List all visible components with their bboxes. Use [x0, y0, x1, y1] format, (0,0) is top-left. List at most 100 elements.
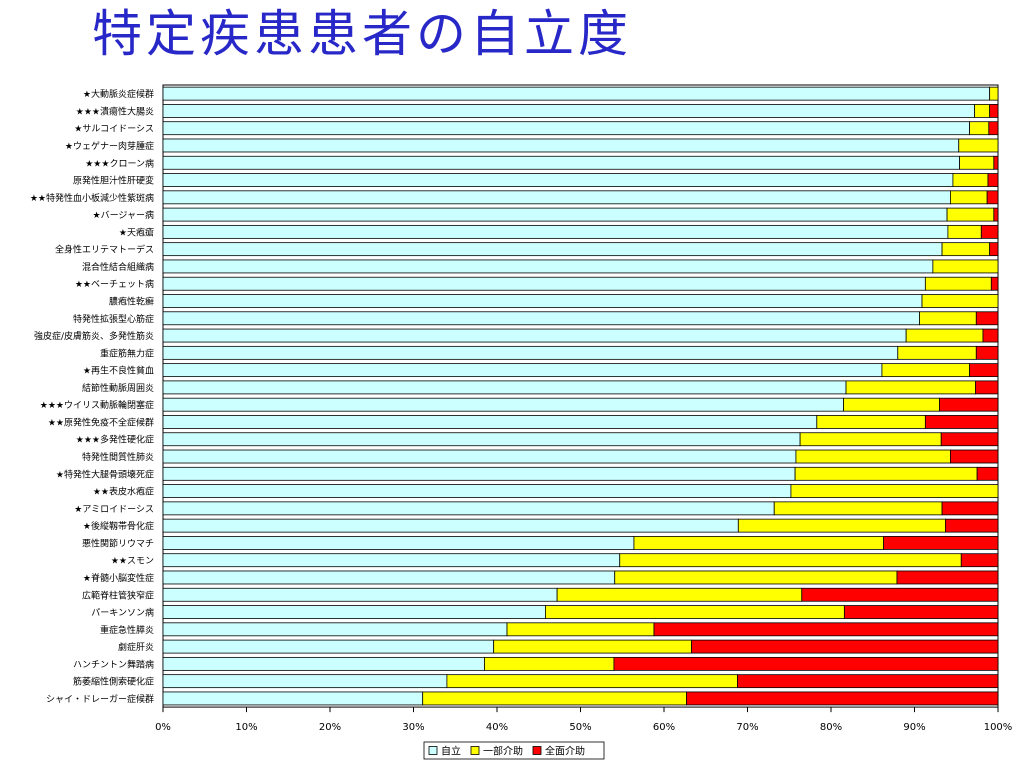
bar-segment-4-1 — [959, 155, 995, 170]
bar-segment-34-1 — [446, 674, 738, 689]
bar-segment-33-2 — [613, 656, 999, 671]
category-label: シャイ・ドレーガー症候群 — [46, 693, 154, 705]
legend-swatch-0 — [428, 746, 438, 755]
category-label: ★再生不良性貧血 — [83, 365, 154, 377]
bar-segment-2-2 — [988, 121, 999, 136]
category-label: ★サルコイドーシス — [74, 124, 154, 135]
bar-segment-24-2 — [941, 501, 999, 516]
category-label: ★★スモン — [111, 557, 154, 567]
legend-label-1: 一部介助 — [483, 745, 523, 758]
category-label: ★★原発性免疫不全症候群 — [48, 416, 154, 428]
category-label: ★★ベーチェット病 — [75, 278, 154, 290]
bar-segment-31-1 — [506, 622, 655, 637]
bar-segment-33-1 — [484, 656, 615, 671]
category-label: パーキンソン病 — [91, 607, 154, 619]
category-label: ★大動脈炎症候群 — [83, 88, 154, 100]
bar-segment-12-1 — [921, 294, 999, 308]
bar-segment-30-1 — [545, 605, 845, 619]
bar-segment-33-0 — [162, 656, 485, 671]
legend-label-0: 自立 — [441, 745, 461, 758]
legend-label-2: 全面介助 — [545, 745, 585, 758]
bar-segment-8-0 — [162, 224, 949, 239]
legend-swatch-2 — [532, 746, 542, 755]
bar-segment-7-2 — [993, 207, 999, 222]
bar-segment-1-2 — [989, 104, 999, 118]
x-tick-label: 20% — [319, 722, 341, 733]
category-label: 全身性エリテマトーデス — [55, 244, 154, 256]
bar-segment-17-1 — [845, 380, 976, 395]
bar-segment-13-1 — [919, 311, 977, 326]
chart-title: 特定疾患患者の自立度 — [92, 5, 632, 63]
bar-segment-29-1 — [556, 587, 803, 602]
x-tick-label: 30% — [402, 722, 424, 733]
category-label: 強皮症/皮膚筋炎、多発性筋炎 — [34, 330, 154, 342]
bar-segment-35-1 — [422, 691, 687, 706]
bar-segment-32-0 — [162, 639, 495, 654]
bar-segment-18-2 — [939, 397, 999, 412]
bar-segment-20-1 — [799, 432, 942, 447]
legend-box — [423, 741, 605, 760]
bar-segment-15-0 — [162, 345, 899, 360]
category-label: 特発性拡張型心筋症 — [73, 313, 154, 325]
bar-segment-3-1 — [958, 138, 999, 153]
bar-segment-4-2 — [993, 155, 999, 170]
bar-segment-9-0 — [162, 242, 943, 257]
bar-segment-9-1 — [941, 242, 991, 257]
bar-segment-29-2 — [801, 587, 999, 602]
bar-segment-25-0 — [162, 518, 739, 533]
x-tick-label: 100% — [984, 722, 1013, 733]
bar-segment-5-2 — [987, 173, 999, 187]
bar-segment-11-1 — [924, 276, 992, 291]
bar-segment-21-2 — [950, 449, 999, 464]
bar-segment-11-2 — [990, 276, 999, 291]
bar-segment-16-2 — [969, 363, 999, 378]
bar-segment-35-0 — [162, 691, 424, 706]
x-axis: 0% 10% 20% 30% 40% 50% 60% 70% 80% 90% 100% — [155, 707, 1012, 733]
bar-segment-5-0 — [162, 173, 954, 187]
bar-segment-18-0 — [162, 397, 844, 412]
category-label: ★★表皮水疱症 — [93, 486, 154, 498]
x-tick-label: 40% — [486, 722, 508, 733]
category-label: 混合性結合組織病 — [82, 261, 154, 273]
bar-segment-20-0 — [162, 432, 801, 447]
legend-swatch-1 — [470, 746, 480, 755]
bar-segment-28-0 — [162, 570, 616, 585]
bar-segment-17-0 — [162, 380, 847, 395]
category-label: 膿疱性乾癬 — [109, 296, 154, 308]
category-label: ★脊髄小脳変性症 — [83, 572, 154, 584]
category-label: ★★★ウイリス動脈輪閉塞症 — [40, 399, 154, 411]
x-tick-label: 50% — [569, 722, 591, 733]
bar-segment-24-1 — [773, 501, 943, 516]
bar-segment-5-1 — [952, 173, 989, 187]
bar-segment-34-2 — [737, 674, 999, 689]
bar-segment-26-1 — [633, 536, 885, 550]
category-label: ★バージャー病 — [93, 209, 154, 221]
bar-segment-27-0 — [162, 553, 621, 568]
bar-segment-19-1 — [816, 415, 926, 429]
bar-segment-26-2 — [883, 536, 999, 550]
category-label: ★★★多発性硬化症 — [76, 434, 154, 446]
bar-segment-21-0 — [162, 449, 797, 464]
bar-segment-18-1 — [843, 397, 940, 412]
category-label: 原発性胆汁性肝硬変 — [73, 175, 154, 187]
bar-segment-6-1 — [950, 190, 988, 205]
category-label: 悪性関節リウマチ — [82, 537, 154, 549]
bar-segment-14-0 — [162, 328, 907, 343]
bar-segment-20-2 — [940, 432, 999, 447]
bar-segment-1-0 — [162, 104, 976, 118]
bar-segment-19-0 — [162, 415, 818, 429]
bar-segment-6-0 — [162, 190, 951, 205]
bar-segment-22-1 — [794, 466, 978, 481]
bar-segment-12-0 — [162, 294, 923, 308]
category-label: ★ウェゲナー肉芽腫症 — [65, 140, 154, 152]
bar-segment-34-0 — [162, 674, 448, 689]
x-tick-label: 0% — [155, 722, 171, 733]
category-label: 結節性動脈周囲炎 — [82, 382, 154, 394]
category-label: ★★特発性血小板減少性紫斑病 — [30, 192, 154, 204]
bar-segment-2-0 — [162, 121, 971, 136]
category-label: 広範脊柱管狭窄症 — [82, 589, 154, 601]
bar-segment-6-2 — [986, 190, 999, 205]
bar-segment-31-2 — [653, 622, 999, 637]
bar-segment-25-2 — [944, 518, 999, 533]
